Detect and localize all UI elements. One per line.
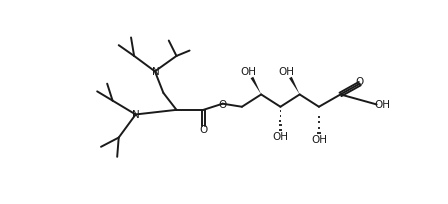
Text: O: O [199,124,207,134]
Text: OH: OH [279,67,295,77]
Text: OH: OH [375,100,391,110]
Text: OH: OH [311,134,327,144]
Text: OH: OH [272,131,289,141]
Text: O: O [219,99,227,109]
Polygon shape [289,77,300,95]
Polygon shape [250,77,261,95]
Text: O: O [356,76,364,86]
Text: OH: OH [240,67,256,77]
Text: N: N [152,67,159,77]
Text: N: N [132,110,139,120]
